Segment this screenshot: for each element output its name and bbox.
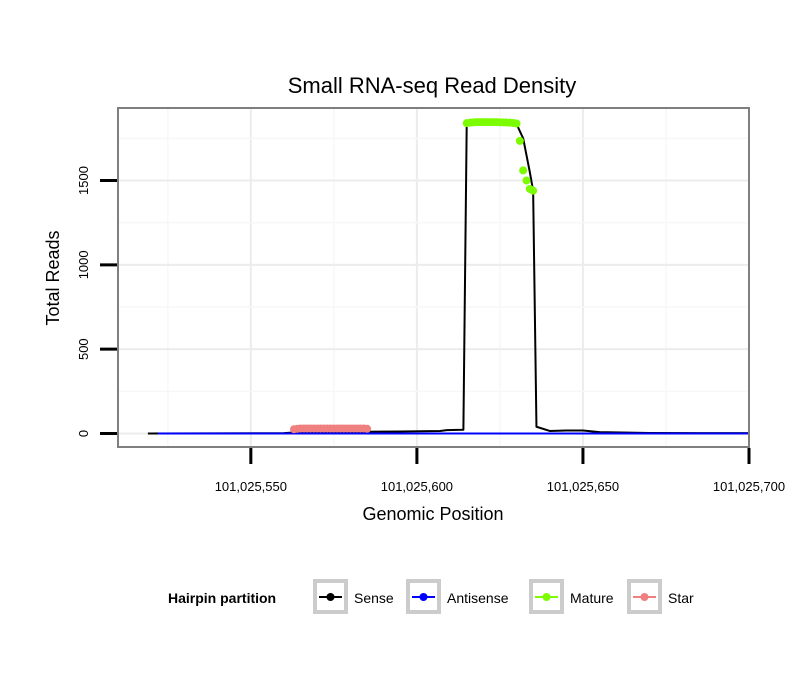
- legend-label: Mature: [570, 590, 614, 606]
- plot-panel: [118, 108, 749, 447]
- legend-item-mature: Mature: [529, 579, 614, 614]
- legend-label: Star: [668, 590, 694, 606]
- x-tick-label: 101,025,650: [547, 479, 619, 494]
- mature-point: [515, 136, 524, 145]
- mature-point: [522, 176, 531, 185]
- x-tick-label: 101,025,550: [215, 479, 287, 494]
- legend-item-antisense: Antisense: [406, 579, 509, 614]
- legend-key-point: [542, 593, 551, 601]
- plot-border: [117, 107, 750, 448]
- x-axis: 101,025,550 101,025,600 101,025,650 101,025…: [215, 448, 785, 494]
- legend-key-point: [419, 593, 428, 601]
- series-layer: [147, 118, 749, 435]
- y-axis-title: Total Reads: [43, 230, 63, 325]
- legend-item-star: Star: [627, 579, 694, 614]
- chart-title: Small RNA-seq Read Density: [288, 73, 577, 98]
- mature-point: [512, 119, 521, 128]
- y-tick-label: 500: [76, 338, 91, 360]
- x-tick-label: 101,025,600: [381, 479, 453, 494]
- x-tick-label: 101,025,700: [713, 479, 785, 494]
- legend-key-point: [640, 593, 649, 601]
- y-axis: 0 500 1000 1500: [76, 166, 117, 437]
- legend-key-point: [326, 593, 335, 601]
- legend: Hairpin partition Sense Antisense Mature St…: [168, 579, 694, 614]
- star-point: [363, 424, 372, 433]
- y-tick-label: 0: [76, 430, 91, 437]
- y-tick-label: 1000: [76, 250, 91, 279]
- mature-point: [529, 186, 538, 195]
- mature-point: [519, 166, 528, 175]
- legend-label: Antisense: [447, 590, 509, 606]
- x-axis-title: Genomic Position: [362, 504, 503, 524]
- legend-item-sense: Sense: [313, 579, 394, 614]
- legend-title: Hairpin partition: [168, 590, 276, 606]
- legend-label: Sense: [354, 590, 394, 606]
- y-tick-label: 1500: [76, 166, 91, 195]
